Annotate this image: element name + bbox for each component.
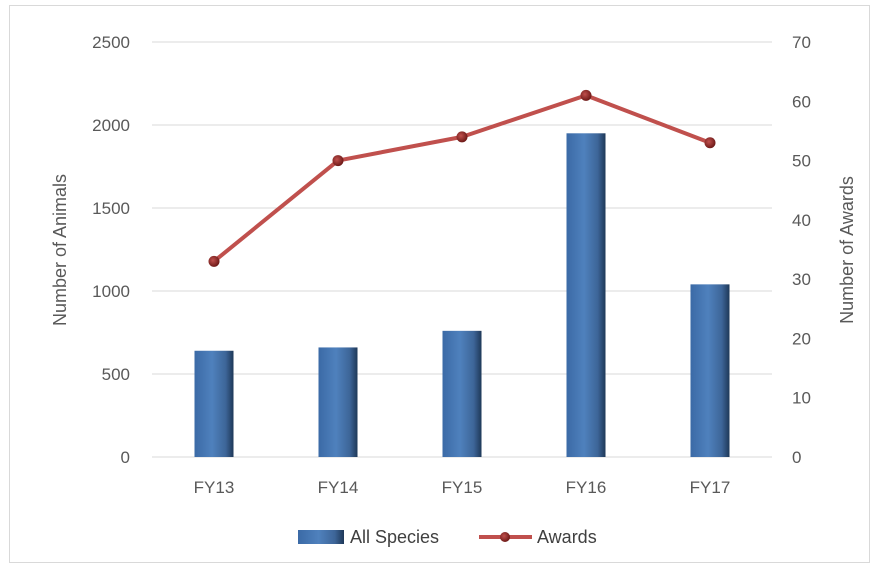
bar-fy15 — [442, 330, 482, 457]
y-left-tick-label: 1500 — [92, 199, 130, 218]
legend-swatch-awards-marker — [500, 532, 510, 542]
awards-point-fy13 — [208, 255, 220, 267]
bar-fy16 — [566, 133, 606, 458]
bar-fy13 — [194, 350, 234, 457]
y-right-tick-label: 10 — [792, 389, 811, 408]
awards-point-fy16 — [580, 89, 592, 101]
y-right-tick-label: 0 — [792, 448, 801, 467]
y-left-tick-label: 1000 — [92, 282, 130, 301]
x-tick-label: FY16 — [566, 478, 607, 497]
y-right-tick-label: 30 — [792, 270, 811, 289]
bar-fy17 — [690, 284, 730, 457]
y-axis-left-title: Number of Animals — [50, 174, 70, 326]
y-left-tick-label: 2000 — [92, 116, 130, 135]
axis-ticks: 0 500 1000 1500 2000 2500 0 10 20 30 40 50 60 70 FY13 F… — [92, 33, 811, 497]
y-right-tick-label: 60 — [792, 92, 811, 111]
legend-label-awards: Awards — [537, 527, 597, 547]
legend-swatch-all-species — [298, 530, 344, 544]
y-left-tick-label: 2500 — [92, 33, 130, 52]
awards-point-fy14 — [332, 155, 344, 167]
legend-label-all-species: All Species — [350, 527, 439, 547]
x-tick-label: FY17 — [690, 478, 731, 497]
awards-point-fy17 — [704, 137, 716, 149]
bar-fy14 — [318, 347, 358, 457]
bar-series-all-species — [194, 133, 730, 458]
legend: All Species Awards — [298, 527, 597, 547]
x-tick-label: FY13 — [194, 478, 235, 497]
chart-frame — [9, 5, 870, 563]
y-left-tick-label: 0 — [121, 448, 130, 467]
awards-line — [212, 93, 711, 263]
awards-point-fy15 — [456, 131, 468, 143]
y-right-tick-label: 50 — [792, 152, 811, 171]
y-right-tick-label: 70 — [792, 33, 811, 52]
x-tick-label: FY14 — [318, 478, 359, 497]
y-axis-right-title: Number of Awards — [837, 176, 857, 324]
gridlines — [152, 41, 772, 458]
y-right-tick-label: 20 — [792, 329, 811, 348]
line-series-awards — [208, 89, 716, 267]
x-tick-label: FY15 — [442, 478, 483, 497]
y-right-tick-label: 40 — [792, 211, 811, 230]
y-left-tick-label: 500 — [102, 365, 130, 384]
